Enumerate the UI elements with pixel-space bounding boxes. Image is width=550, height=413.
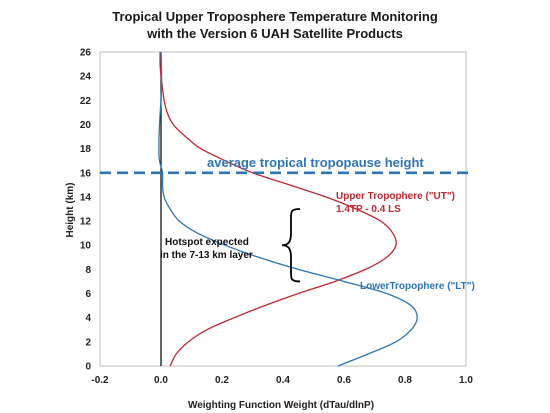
y-tick-label: 20 (80, 120, 92, 131)
y-tick-label: 26 (80, 48, 92, 59)
y-tick-label: 22 (80, 96, 92, 107)
plot-border (99, 51, 467, 367)
upper-troposphere-series-line (159, 51, 397, 367)
hotspot-label-line2: in the 7-13 km layer (160, 250, 253, 261)
y-tick-label: 0 (85, 362, 91, 373)
x-tick-label: 0.2 (215, 375, 229, 386)
lt-series-label: LowerTropophere ("LT") (360, 281, 475, 292)
ut-series-label: Upper Tropophere ("UT") (336, 191, 455, 202)
x-tick-label: 1.0 (459, 375, 473, 386)
x-tick-label: -0.2 (91, 375, 109, 386)
x-tick-label: 0.6 (337, 375, 351, 386)
y-tick-label: 8 (85, 265, 91, 276)
y-tick-label: 24 (80, 72, 92, 83)
y-tick-label: 18 (80, 144, 92, 155)
tropopause-label: average tropical tropopause height (207, 155, 424, 170)
x-axis-label: Weighting Function Weight (dTau/dlnP) (188, 400, 374, 411)
series-layer (158, 51, 418, 367)
chart-title-line1: Tropical Upper Troposphere Temperature M… (112, 9, 438, 24)
y-tick-label: 14 (80, 192, 92, 203)
chart-title-line2: with the Version 6 UAH Satellite Product… (146, 26, 403, 41)
annotation-layer: average tropical tropopause height Upper … (100, 155, 475, 292)
plot-frame (99, 51, 467, 367)
y-tick-label: 6 (85, 289, 91, 300)
hotspot-brace (281, 208, 301, 283)
y-tick-label: 16 (80, 168, 92, 179)
y-tick-label: 4 (85, 313, 91, 324)
x-tick-label: 0.4 (276, 375, 290, 386)
x-tick-label: 0.8 (398, 375, 412, 386)
hotspot-label-line1: Hotspot expected (165, 237, 249, 248)
lower-troposphere-series-line (158, 51, 418, 367)
y-tick-label: 12 (80, 217, 92, 228)
y-axis-label: Height (km) (65, 183, 76, 238)
x-axis-ticks: -0.2 0.0 0.2 0.4 0.6 0.8 1.0 (91, 375, 473, 386)
y-tick-label: 10 (80, 241, 92, 252)
y-tick-label: 2 (85, 337, 91, 348)
x-tick-label: 0.0 (154, 375, 168, 386)
ut-formula-label: 1.4TP - 0.4 LS (336, 204, 401, 215)
